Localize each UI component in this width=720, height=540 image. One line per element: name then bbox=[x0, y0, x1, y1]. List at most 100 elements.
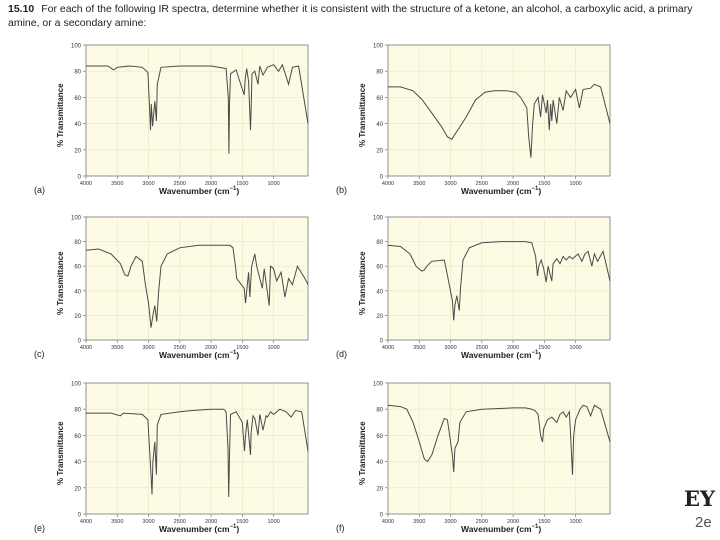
plot-area bbox=[85, 382, 309, 515]
x-axis-label: Wavenumber (cm−1) bbox=[159, 524, 240, 534]
x-axis-label-exponent: −1 bbox=[531, 186, 539, 193]
x-tick-label: 1500 bbox=[236, 181, 248, 187]
x-axis-label: Wavenumber (cm−1) bbox=[461, 350, 542, 360]
x-tick-label: 2000 bbox=[205, 345, 217, 351]
x-tick-label: 4000 bbox=[80, 181, 92, 187]
plot-area bbox=[387, 44, 611, 177]
x-tick-label: 3500 bbox=[111, 345, 123, 351]
x-tick-label: 2000 bbox=[507, 519, 519, 525]
x-tick-label: 4000 bbox=[382, 181, 394, 187]
y-tick-label: 0 bbox=[78, 339, 82, 345]
y-tick-label: 40 bbox=[376, 289, 383, 295]
y-tick-label: 100 bbox=[373, 44, 384, 50]
x-tick-label: 1000 bbox=[569, 519, 581, 525]
x-tick-label: 1000 bbox=[267, 519, 279, 525]
spectrum-svg: 0 20 40 60 80 100 4000 3500 3000 2500 2000 1500 1000 bbox=[373, 216, 611, 351]
y-tick-label: 20 bbox=[74, 486, 81, 492]
x-axis-label: Wavenumber (cm−1) bbox=[159, 186, 240, 196]
y-tick-label: 60 bbox=[74, 96, 81, 102]
corner-brand-fragment: EY bbox=[684, 486, 715, 511]
x-tick-label: 4000 bbox=[382, 345, 394, 351]
x-axis-label-exponent: −1 bbox=[531, 524, 539, 531]
ir-spectrum-f: 0 20 40 60 80 100 4000 3500 3000 2500 2000 1500 1000… bbox=[330, 378, 620, 538]
question-text: 15.10 For each of the following IR spect… bbox=[8, 2, 698, 30]
panel-label: (f) bbox=[336, 523, 345, 533]
y-tick-label: 40 bbox=[74, 289, 81, 295]
x-tick-label: 3000 bbox=[444, 519, 456, 525]
panel-label: (c) bbox=[34, 349, 45, 359]
y-axis-label: % Transmittance bbox=[56, 82, 65, 147]
x-tick-label: 2000 bbox=[205, 519, 217, 525]
x-axis-label: Wavenumber (cm−1) bbox=[461, 524, 542, 534]
ir-spectrum-b: 0 20 40 60 80 100 4000 3500 3000 2500 2000 1500 1000… bbox=[330, 40, 620, 200]
x-tick-label: 3500 bbox=[413, 345, 425, 351]
x-tick-label: 1500 bbox=[538, 181, 550, 187]
x-tick-label: 2000 bbox=[507, 181, 519, 187]
x-tick-label: 1500 bbox=[236, 345, 248, 351]
x-tick-label: 3000 bbox=[142, 345, 154, 351]
y-axis-label: % Transmittance bbox=[56, 420, 65, 485]
y-tick-label: 80 bbox=[74, 70, 81, 76]
x-tick-label: 2500 bbox=[476, 519, 488, 525]
y-tick-label: 100 bbox=[71, 216, 82, 222]
y-tick-label: 0 bbox=[380, 339, 384, 345]
x-axis-label-exponent: −1 bbox=[229, 186, 237, 193]
x-tick-label: 2500 bbox=[476, 181, 488, 187]
x-tick-label: 1000 bbox=[569, 181, 581, 187]
spectrum-line bbox=[86, 63, 309, 154]
y-tick-label: 20 bbox=[376, 486, 383, 492]
y-tick-label: 80 bbox=[74, 240, 81, 246]
y-axis-label: % Transmittance bbox=[56, 250, 65, 315]
y-tick-label: 0 bbox=[380, 175, 384, 181]
y-tick-label: 60 bbox=[74, 265, 81, 271]
x-tick-label: 3500 bbox=[413, 519, 425, 525]
ir-spectrum-a: 0 20 40 60 80 100 4000 3500 3000 2500 2000 1500 1000… bbox=[28, 40, 318, 200]
plot-area bbox=[85, 216, 309, 341]
x-tick-label: 3000 bbox=[142, 519, 154, 525]
y-tick-label: 40 bbox=[376, 460, 383, 466]
x-tick-label: 3500 bbox=[413, 181, 425, 187]
ir-spectrum-e: 0 20 40 60 80 100 4000 3500 3000 2500 2000 1500 1000… bbox=[28, 378, 318, 538]
spectrum-line bbox=[85, 244, 309, 328]
x-tick-label: 2500 bbox=[476, 345, 488, 351]
panel-label: (e) bbox=[34, 523, 45, 533]
spectrum-line bbox=[387, 404, 611, 475]
x-tick-label: 2500 bbox=[174, 519, 186, 525]
question-body: For each of the following IR spectra, de… bbox=[8, 3, 693, 29]
spectrum-line bbox=[86, 408, 309, 498]
x-axis-label-exponent: −1 bbox=[229, 350, 237, 357]
y-tick-label: 80 bbox=[74, 408, 81, 414]
y-tick-label: 100 bbox=[373, 216, 384, 222]
x-tick-label: 2500 bbox=[174, 181, 186, 187]
x-tick-label: 4000 bbox=[80, 345, 92, 351]
x-tick-label: 3000 bbox=[142, 181, 154, 187]
x-axis-label: Wavenumber (cm−1) bbox=[159, 350, 240, 360]
y-tick-label: 20 bbox=[74, 314, 81, 320]
corner-edition-fragment: 2e bbox=[695, 514, 712, 531]
y-tick-label: 40 bbox=[74, 122, 81, 128]
x-tick-label: 2500 bbox=[174, 345, 186, 351]
y-tick-label: 80 bbox=[376, 240, 383, 246]
x-tick-label: 4000 bbox=[382, 519, 394, 525]
x-tick-label: 1500 bbox=[538, 519, 550, 525]
question-number: 15.10 bbox=[8, 3, 35, 15]
x-tick-label: 2000 bbox=[507, 345, 519, 351]
y-tick-label: 100 bbox=[71, 44, 82, 50]
x-tick-label: 3500 bbox=[111, 519, 123, 525]
y-tick-label: 60 bbox=[376, 265, 383, 271]
plot-area bbox=[85, 44, 309, 177]
y-axis-label: % Transmittance bbox=[358, 250, 367, 315]
x-tick-label: 1000 bbox=[569, 345, 581, 351]
y-tick-label: 0 bbox=[380, 513, 384, 519]
x-tick-label: 2000 bbox=[205, 181, 217, 187]
spectrum-svg: 0 20 40 60 80 100 4000 3500 3000 2500 2000 1500 1000 bbox=[373, 44, 611, 187]
x-axis-label-exponent: −1 bbox=[229, 524, 237, 531]
spectrum-svg: 0 20 40 60 80 100 4000 3500 3000 2500 2000 1500 1000 bbox=[71, 216, 309, 351]
y-tick-label: 80 bbox=[376, 408, 383, 414]
spectrum-svg: 0 20 40 60 80 100 4000 3500 3000 2500 2000 1500 1000 bbox=[71, 44, 309, 187]
panel-label: (d) bbox=[336, 349, 347, 359]
x-tick-label: 3500 bbox=[111, 181, 123, 187]
y-tick-label: 40 bbox=[74, 460, 81, 466]
x-tick-label: 1500 bbox=[538, 345, 550, 351]
spectrum-svg: 0 20 40 60 80 100 4000 3500 3000 2500 2000 1500 1000 bbox=[373, 382, 611, 525]
